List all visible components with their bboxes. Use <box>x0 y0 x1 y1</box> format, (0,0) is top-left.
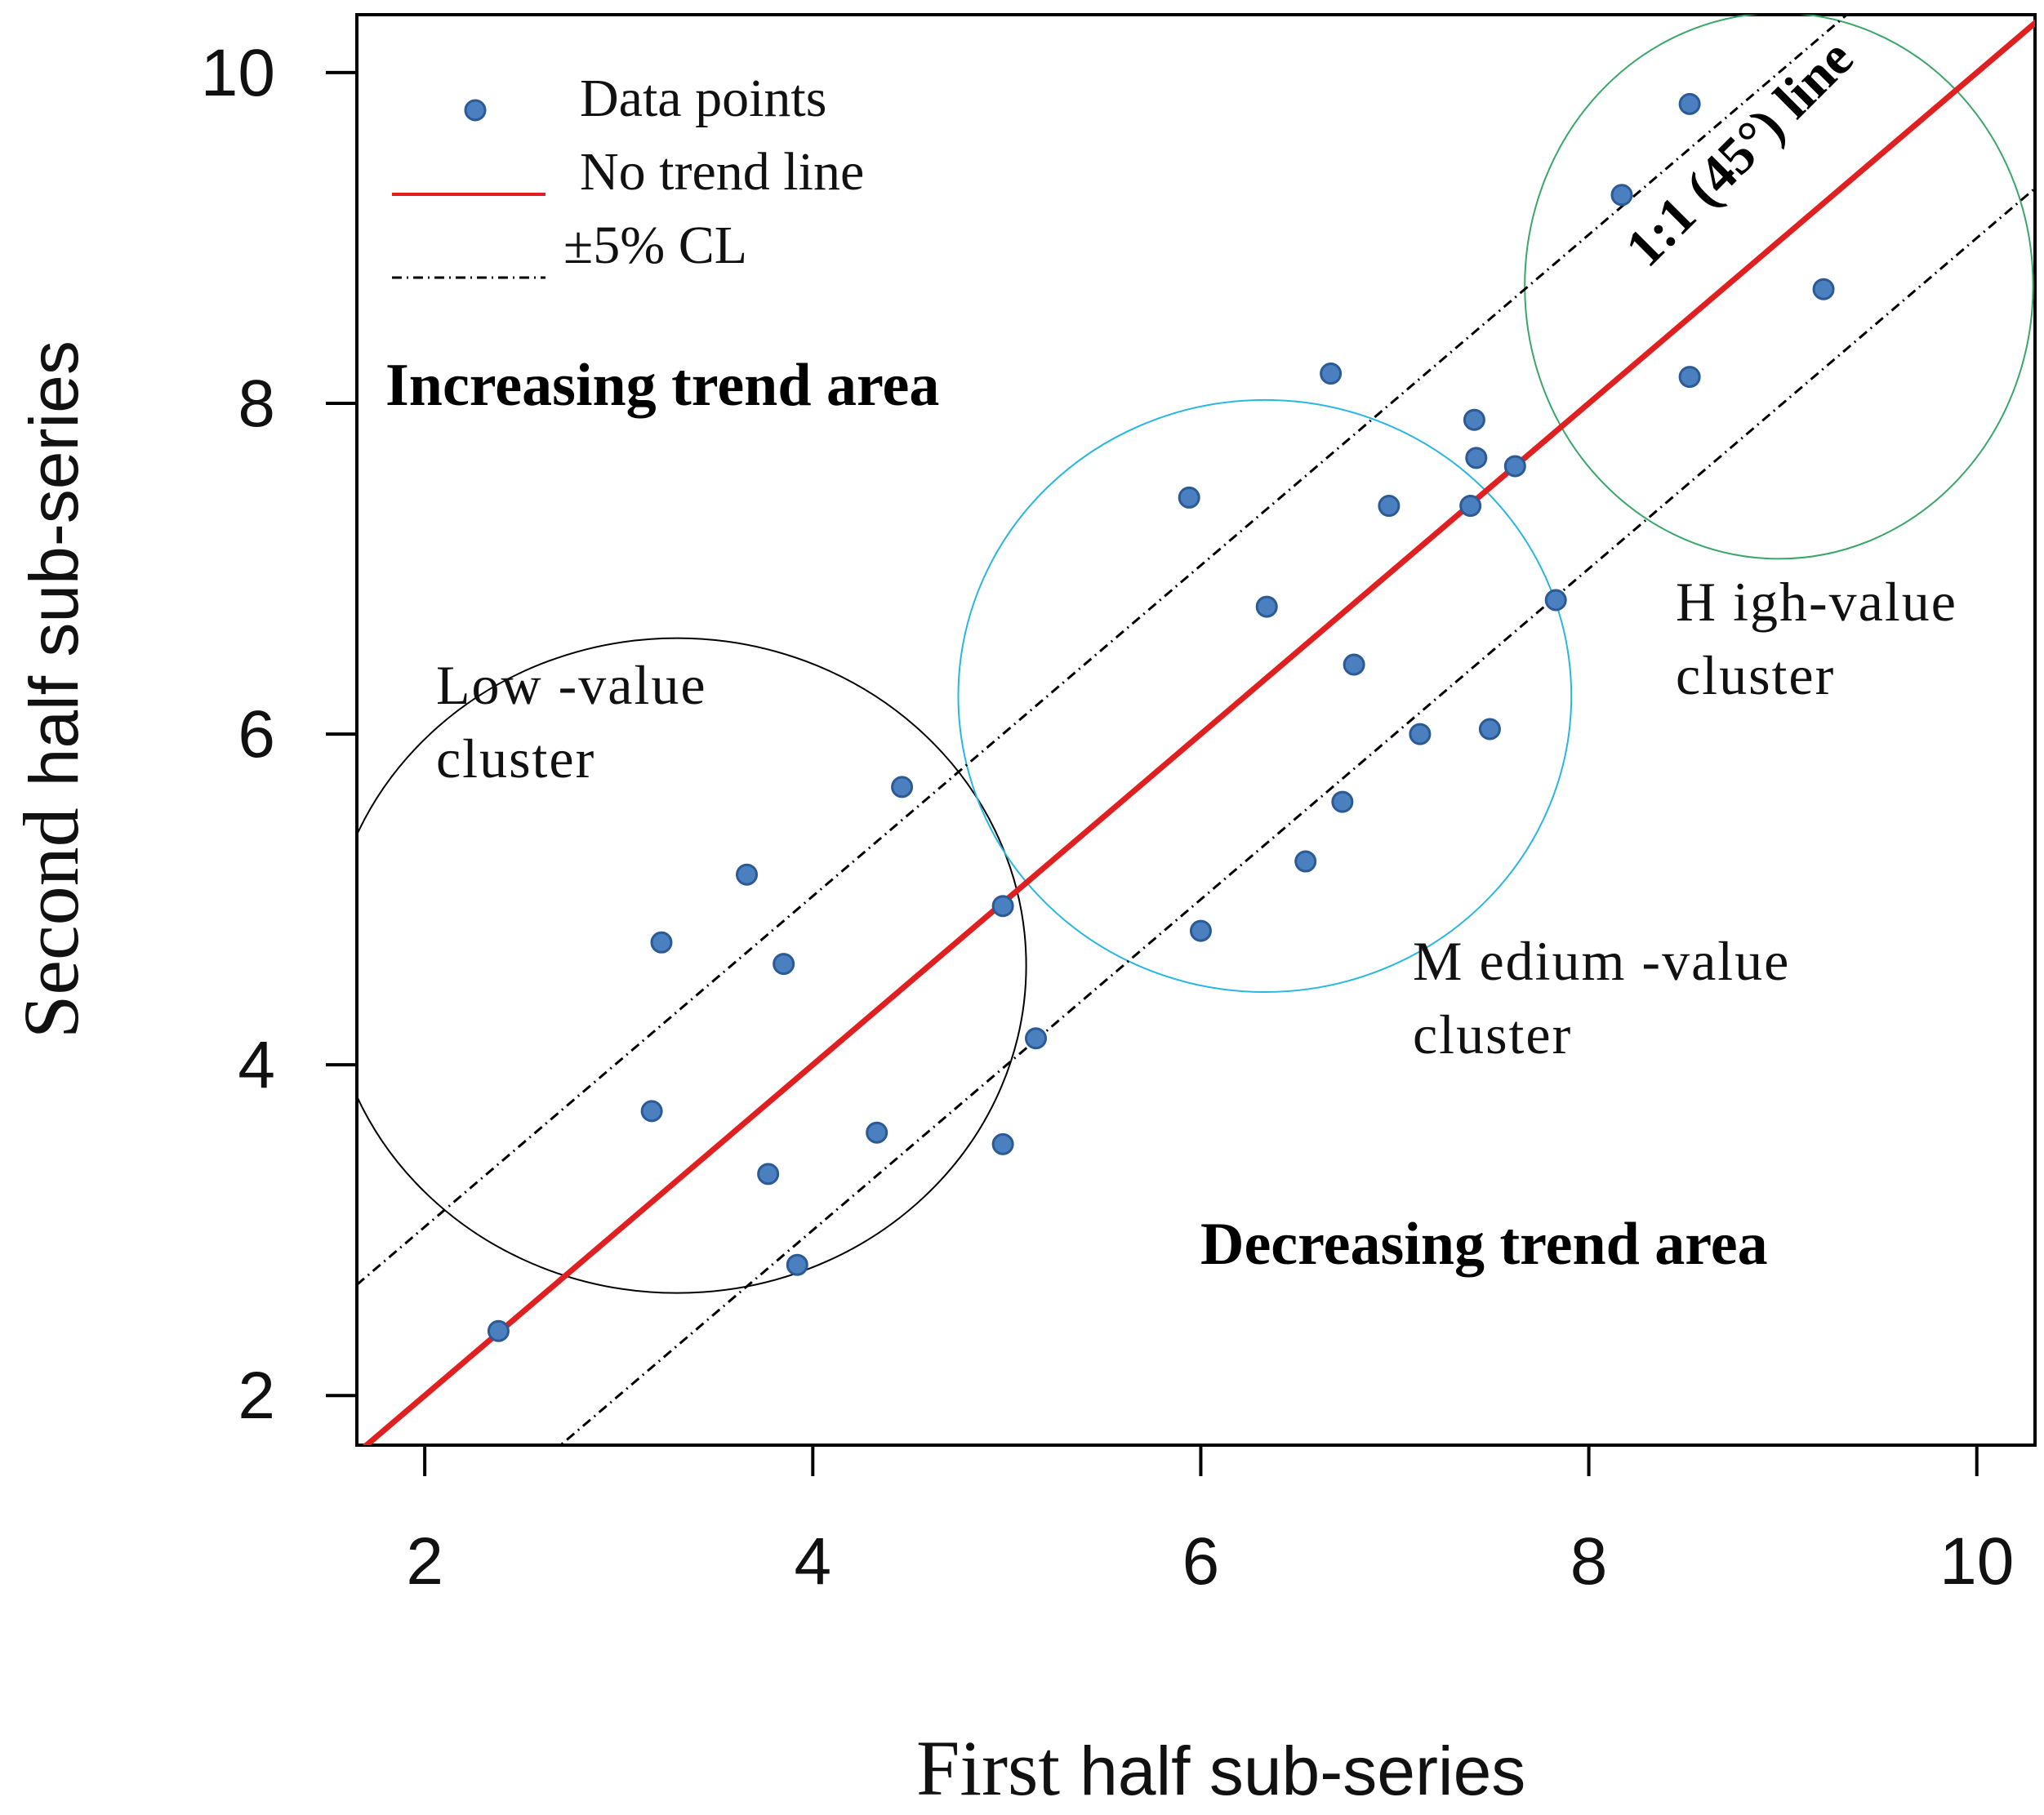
data-point <box>1678 366 1701 389</box>
data-point <box>1025 1027 1048 1050</box>
data-points <box>487 92 1835 1342</box>
x-tick-label-8: 8 <box>1570 1524 1608 1599</box>
data-point <box>1503 455 1526 478</box>
cluster-high-ellipse <box>1524 15 2034 560</box>
cluster-ellipses <box>357 15 2034 1294</box>
data-point <box>1178 486 1200 509</box>
medium-value-cluster-label-line2: cluster <box>1413 1003 1572 1065</box>
y-axis-title-part2: half sub-series <box>16 340 92 786</box>
increasing-trend-area-label: Increasing trend area <box>385 352 939 419</box>
data-point <box>1463 408 1485 431</box>
x-axis-title-part1: First <box>916 1724 1060 1812</box>
x-tick-label-6: 6 <box>1182 1524 1220 1599</box>
data-point <box>640 1100 663 1123</box>
high-value-cluster-label: H igh-value <box>1676 571 1957 633</box>
legend-label-no-trend-line: No trend line <box>580 142 864 202</box>
y-axis-title-part1: Second <box>7 807 95 1039</box>
confidence-limit-line-lower <box>559 186 2035 1445</box>
data-point <box>866 1121 888 1144</box>
low-value-cluster-label-line2: cluster <box>436 727 595 790</box>
legend-label-cl: ±5% CL <box>563 216 747 275</box>
data-point <box>1544 589 1567 612</box>
data-point <box>1409 723 1432 745</box>
data-point <box>1465 447 1488 469</box>
data-point <box>1610 184 1633 207</box>
data-point <box>487 1319 510 1342</box>
x-tick-label-4: 4 <box>794 1524 831 1599</box>
data-point <box>1189 919 1212 942</box>
medium-value-cluster-label: M edium -value <box>1413 930 1790 992</box>
legend-label-data-points: Data points <box>580 69 826 128</box>
data-point <box>650 931 673 954</box>
high-value-cluster-label-line2: cluster <box>1676 644 1835 706</box>
data-point <box>773 953 795 976</box>
data-point <box>736 863 759 886</box>
y-tick-label-4: 4 <box>238 1028 275 1102</box>
x-tick-label-10: 10 <box>1939 1524 2014 1599</box>
y-tick-label-2: 2 <box>238 1359 275 1433</box>
diagonal-line-label: 1:1 (45°) line <box>1614 28 1864 278</box>
data-point <box>1378 495 1401 518</box>
data-point <box>757 1163 780 1186</box>
low-value-cluster-label: Low -value <box>436 654 707 716</box>
data-point <box>1343 653 1365 676</box>
x-axis-title-part2: half sub-series <box>1080 1733 1525 1809</box>
data-point <box>891 776 914 799</box>
data-point <box>1478 718 1501 741</box>
data-point <box>786 1253 808 1276</box>
confidence-limit-line-upper <box>357 15 1849 1287</box>
legend-marker-data-points <box>464 99 487 122</box>
y-tick-label-6: 6 <box>238 697 275 772</box>
x-tick-label-2: 2 <box>406 1524 443 1599</box>
data-point <box>1812 278 1835 300</box>
y-tick-label-10: 10 <box>201 36 275 110</box>
data-point <box>1331 790 1354 813</box>
cluster-low-ellipse <box>357 637 1027 1294</box>
no-trend-line <box>362 19 2035 1445</box>
y-axis-title: Second half sub-series <box>7 340 95 1039</box>
decreasing-trend-area-label: Decreasing trend area <box>1200 1211 1768 1278</box>
reference-lines <box>357 15 2035 1445</box>
axis-ticks: 2 4 6 8 10 2 4 6 8 10 <box>201 36 2015 1599</box>
data-point <box>1255 595 1278 618</box>
y-tick-label-8: 8 <box>238 367 275 441</box>
cluster-medium-ellipse <box>957 398 1573 994</box>
data-point <box>1678 92 1701 115</box>
plot-frame <box>355 13 2037 1447</box>
data-point <box>991 1132 1014 1155</box>
data-point <box>1294 850 1317 873</box>
legend: Data points No trend line ±5% CL <box>392 69 864 279</box>
data-point <box>991 895 1014 918</box>
data-point <box>1459 495 1482 518</box>
x-axis-title: First half sub-series <box>916 1724 1525 1812</box>
data-point <box>1320 363 1343 385</box>
